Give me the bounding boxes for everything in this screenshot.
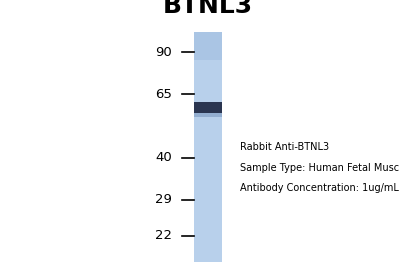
Bar: [194, 32, 222, 262]
Text: BTNL3: BTNL3: [163, 0, 253, 18]
Text: Sample Type: Human Fetal Muscle: Sample Type: Human Fetal Muscle: [240, 163, 400, 172]
Bar: [194, 113, 222, 117]
Text: 90: 90: [155, 46, 172, 59]
Text: 29: 29: [155, 193, 172, 206]
Bar: [194, 32, 222, 60]
Text: Antibody Concentration: 1ug/mL: Antibody Concentration: 1ug/mL: [240, 183, 399, 193]
Text: Rabbit Anti-BTNL3: Rabbit Anti-BTNL3: [240, 142, 329, 152]
Text: 40: 40: [155, 151, 172, 164]
Text: 65: 65: [155, 88, 172, 101]
Text: 22: 22: [155, 229, 172, 242]
Bar: [194, 102, 222, 113]
